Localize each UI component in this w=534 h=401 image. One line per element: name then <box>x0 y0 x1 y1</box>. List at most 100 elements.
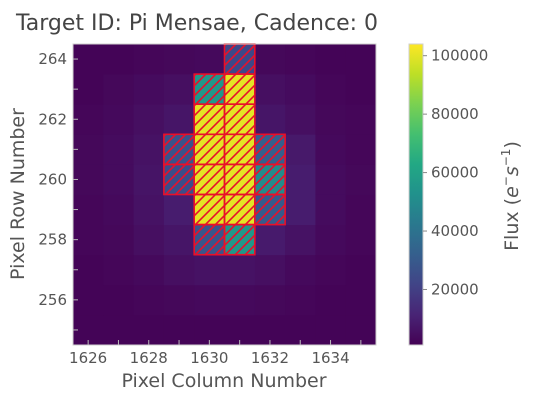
colorbar-label-close: ) <box>501 141 523 148</box>
heatmap-cell <box>194 254 225 286</box>
x-axis-ticks: 1626 1628 1630 1632 1634 <box>69 340 362 367</box>
heatmap-cell <box>285 44 316 75</box>
heatmap-cell <box>103 224 134 256</box>
colorbar-label: Flux (e−s−1) <box>499 141 523 251</box>
heatmap-cell <box>285 74 316 105</box>
heatmap-cell <box>103 104 134 135</box>
heatmap-cell <box>163 254 195 286</box>
heatmap-cell <box>73 74 104 105</box>
colorbar <box>409 44 423 345</box>
colorbar-tick-label: 80000 <box>431 105 479 123</box>
heatmap-cell <box>345 194 377 225</box>
aperture-pixel <box>163 163 195 196</box>
aperture-mask <box>163 43 286 256</box>
heatmap-cell <box>345 104 377 135</box>
heatmap-cell <box>285 254 316 286</box>
heatmap-cell <box>73 104 104 135</box>
heatmap-cell <box>133 284 165 316</box>
heatmap-cell <box>224 254 256 286</box>
heatmap-cell <box>345 164 377 195</box>
aperture-pixel <box>223 73 256 105</box>
aperture-pixel <box>193 133 226 166</box>
heatmap-cell <box>163 194 195 225</box>
heatmap-cell <box>103 284 134 316</box>
heatmap-cell <box>345 224 377 256</box>
heatmap-cell <box>73 254 104 286</box>
heatmap-cell <box>73 284 104 316</box>
aperture-pixel <box>223 103 256 136</box>
heatmap-cell <box>73 134 104 165</box>
aperture-pixel <box>254 193 286 226</box>
heatmap-cell <box>103 134 134 165</box>
y-tick-label: 258 <box>38 231 67 249</box>
heatmap-cell <box>254 284 286 316</box>
colorbar-label-main: Flux ( <box>501 198 523 251</box>
heatmap-cell <box>103 254 134 286</box>
heatmap-cell <box>103 164 134 195</box>
aperture-pixel <box>223 163 256 196</box>
heatmap-cell <box>194 44 225 75</box>
heatmap-cell <box>163 224 195 256</box>
heatmap-cell <box>254 254 286 286</box>
heatmap-cell <box>133 224 165 256</box>
heatmap-cell <box>285 284 316 316</box>
heatmap-cell <box>133 194 165 225</box>
aperture-pixel <box>223 193 256 226</box>
colorbar-tick-label: 40000 <box>431 222 479 240</box>
aperture-pixel <box>193 73 226 105</box>
heatmap-cell <box>103 44 134 75</box>
heatmap-cell <box>103 74 134 105</box>
heatmap-cell <box>285 164 316 195</box>
heatmap-cell <box>73 224 104 256</box>
heatmap-cell <box>315 44 347 75</box>
x-tick-label: 1628 <box>130 349 168 367</box>
heatmap-cell <box>133 44 165 75</box>
colorbar-tick-label: 100000 <box>431 47 488 65</box>
heatmap-cell <box>315 224 347 256</box>
aperture-pixel <box>254 163 286 196</box>
x-tick-label: 1634 <box>311 349 349 367</box>
heatmap-cell <box>103 194 134 225</box>
colorbar-frame <box>408 43 424 346</box>
heatmap-cell <box>133 104 165 135</box>
heatmap-cell <box>315 134 347 165</box>
heatmap-cell <box>315 164 347 195</box>
heatmap-cell <box>133 134 165 165</box>
heatmap-cell <box>133 74 165 105</box>
colorbar-label-s: s <box>501 166 523 176</box>
heatmap-cell <box>163 284 195 316</box>
x-tick-label: 1630 <box>190 349 228 367</box>
plot-frame <box>72 43 377 346</box>
heatmap-cell <box>315 254 347 286</box>
y-tick-label: 260 <box>38 170 67 188</box>
heatmap-cell <box>315 194 347 225</box>
heatmap-cell <box>73 164 104 195</box>
heatmap-cell <box>285 224 316 256</box>
heatmap-cell <box>133 254 165 286</box>
heatmap-cell <box>133 164 165 195</box>
y-axis-ticks: 256 258 260 262 264 <box>38 50 78 331</box>
heatmap-cell <box>163 44 195 75</box>
heatmap-cell <box>345 74 377 105</box>
heatmap-cell <box>194 284 225 316</box>
aperture-pixel <box>193 193 226 226</box>
heatmap-cell <box>315 284 347 316</box>
aperture-pixel <box>254 133 286 166</box>
heatmap-cell <box>254 224 286 256</box>
heatmap-cell <box>163 74 195 105</box>
colorbar-label-e: e <box>501 186 523 198</box>
heatmap-cell <box>315 74 347 105</box>
heatmap-cell <box>345 134 377 165</box>
heatmap-cell <box>285 194 316 225</box>
colorbar-tick-label: 20000 <box>431 280 479 298</box>
chart-title: Target ID: Pi Mensae, Cadence: 0 <box>15 11 378 36</box>
aperture-pixel <box>223 133 256 166</box>
heatmap-cell <box>285 134 316 165</box>
heatmap-cell <box>345 284 377 316</box>
heatmap-cell <box>254 104 286 135</box>
colorbar-label-minus: − <box>499 176 513 186</box>
heatmap-cell <box>73 44 104 75</box>
aperture-pixel <box>193 103 226 136</box>
aperture-pixel <box>193 223 226 256</box>
